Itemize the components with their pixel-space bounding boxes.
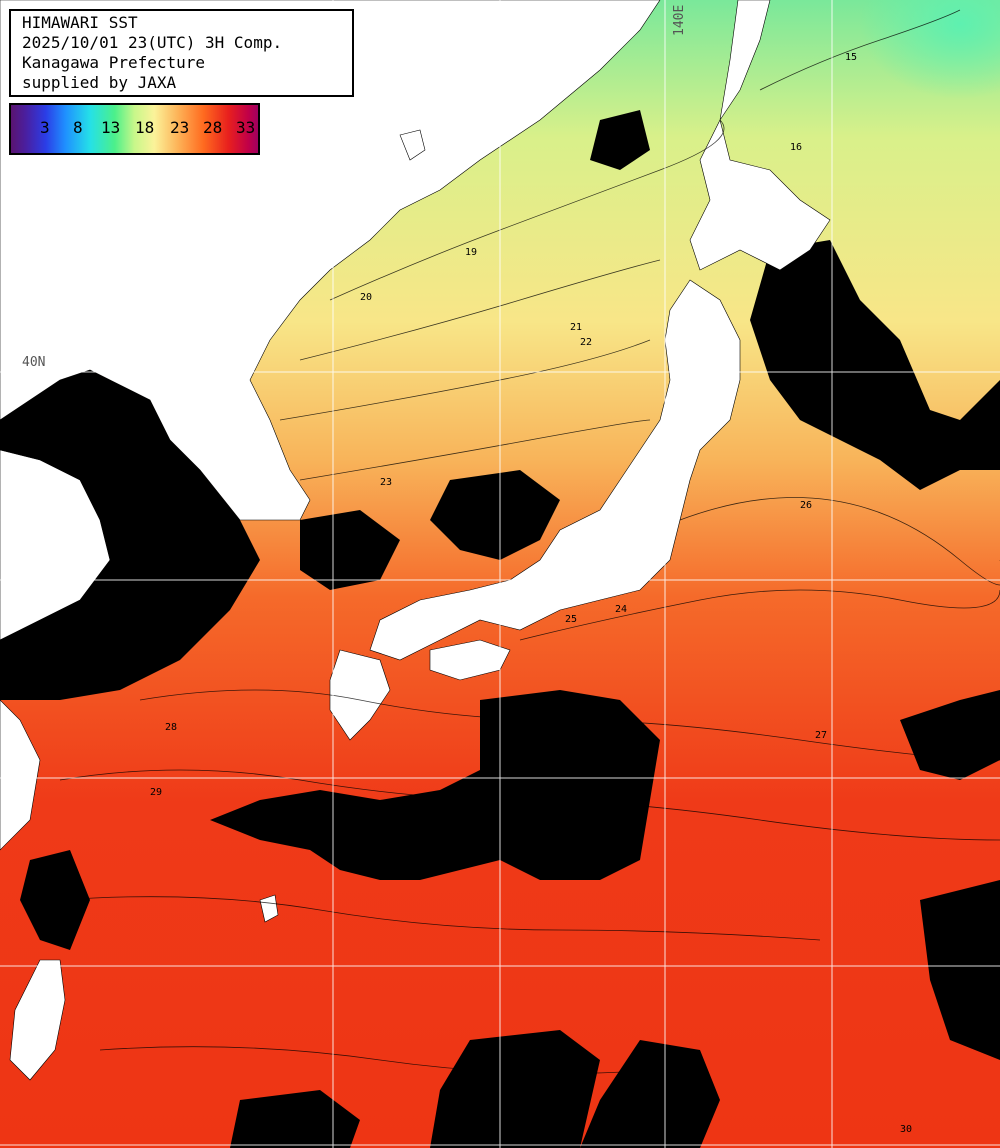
contour-label: 16 <box>790 142 802 153</box>
legend-tick: 3 <box>40 118 50 137</box>
legend-tick: 8 <box>73 118 83 137</box>
latitude-label: 40N <box>22 355 45 370</box>
legend-tick: 33 <box>236 118 256 137</box>
contour-label: 24 <box>615 604 627 615</box>
land-hokkaido <box>689 0 831 271</box>
contour-label: 28 <box>165 722 177 733</box>
timestamp: 2025/10/01 23(UTC) 3H Comp. <box>22 33 283 52</box>
contour-label: 26 <box>800 500 812 511</box>
title-box: HIMAWARI SST 2025/10/01 23(UTC) 3H Comp.… <box>9 9 354 97</box>
contour-label: 15 <box>845 52 857 63</box>
legend-tick: 23 <box>170 118 190 137</box>
legend-tick: 28 <box>203 118 223 137</box>
contour-label: 19 <box>465 247 477 258</box>
contour-label: 30 <box>900 1124 912 1135</box>
contour-label: 25 <box>565 614 577 625</box>
contour-label: 23 <box>380 477 392 488</box>
land-east-china-coast <box>0 699 41 851</box>
contour-label: 20 <box>360 292 372 303</box>
contour-label: 29 <box>150 787 162 798</box>
organization: Kanagawa Prefecture <box>22 53 206 72</box>
contour-label: 22 <box>580 337 592 348</box>
product-title: HIMAWARI SST <box>22 13 138 32</box>
color-scale-legend: 3 8 13 18 23 28 33 <box>9 103 260 155</box>
contour-label: 27 <box>815 730 827 741</box>
land-kyushu <box>329 649 391 741</box>
legend-tick: 13 <box>101 118 121 137</box>
land-china-coast <box>0 449 111 641</box>
land-honshu <box>369 279 741 661</box>
contour-labels: 15 16 19 20 21 22 23 24 25 26 27 28 29 3… <box>150 52 912 1135</box>
land-taiwan <box>9 959 66 1081</box>
data-credit: supplied by JAXA <box>22 73 177 92</box>
isotherm-contours <box>59 9 1000 1074</box>
longitude-label: 140E <box>672 5 687 36</box>
contour-label: 21 <box>570 322 582 333</box>
legend-tick: 18 <box>135 118 155 137</box>
